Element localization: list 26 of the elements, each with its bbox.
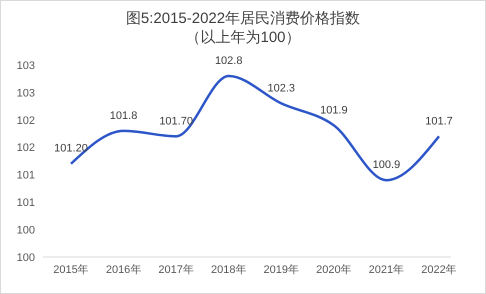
x-tick-label: 2019年 — [264, 264, 300, 276]
y-tick-label: 101 — [16, 197, 35, 210]
x-tick-label: 2021年 — [368, 264, 404, 276]
y-tick-label: 100 — [16, 224, 35, 236]
y-tick-label: 101 — [16, 170, 35, 182]
x-tick-label: 2022年 — [421, 264, 457, 276]
x-tick-label: 2016年 — [106, 264, 142, 276]
data-label: 102.3 — [268, 82, 296, 94]
y-tick-label: 102 — [16, 142, 35, 154]
x-tick-label: 2020年 — [316, 264, 352, 276]
chart-subtitle: （以上年为100） — [184, 28, 302, 47]
data-label: 101.20 — [54, 142, 88, 155]
data-label: 101.8 — [110, 110, 138, 122]
y-tick-label: 103 — [16, 60, 35, 72]
x-tick-label: 2015年 — [53, 264, 89, 276]
y-tick-label: 102 — [16, 114, 35, 127]
data-label: 100.9 — [372, 159, 400, 172]
data-label: 101.7 — [425, 115, 453, 128]
data-label: 101.9 — [320, 104, 348, 116]
y-tick-label: 100 — [16, 252, 35, 264]
data-label: 102.8 — [214, 54, 242, 67]
chart-title: 图5:2015-2022年居民消费价格指数 — [124, 9, 362, 28]
x-tick-label: 2017年 — [158, 264, 194, 276]
x-tick-label: 2018年 — [210, 264, 246, 276]
data-label: 101.70 — [159, 115, 193, 128]
y-tick-label: 103 — [16, 87, 35, 100]
